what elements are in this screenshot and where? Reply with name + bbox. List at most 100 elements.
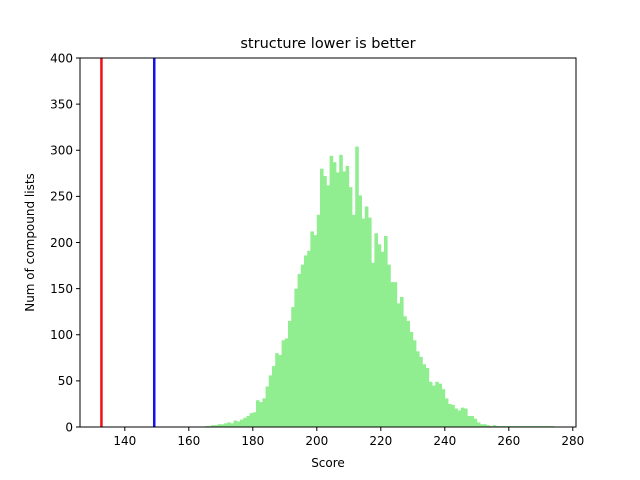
- y-axis: 0 50 100 150 200 250 300 350 400: [50, 51, 80, 434]
- x-tick-label: 240: [433, 434, 456, 448]
- histogram-bar: [406, 320, 410, 427]
- histogram-bar: [329, 155, 334, 428]
- x-tick-label: 160: [177, 434, 200, 448]
- histogram-bar: [454, 408, 458, 427]
- histogram-bar: [384, 236, 388, 427]
- histogram-bar: [476, 422, 481, 427]
- histogram-bar: [492, 425, 497, 427]
- histogram-bar: [451, 404, 455, 427]
- y-tick-label: 400: [50, 51, 73, 65]
- histogram-bar: [448, 403, 452, 427]
- histogram-bar: [249, 413, 254, 427]
- histogram-bar: [355, 146, 359, 427]
- x-tick-label: 260: [497, 434, 520, 448]
- histogram-bar: [323, 176, 327, 427]
- histogram-bar: [259, 402, 263, 427]
- histogram-bar: [342, 171, 346, 427]
- histogram-bar: [300, 264, 305, 427]
- histogram-bar: [304, 255, 308, 427]
- histogram-bar: [486, 425, 490, 427]
- histogram-bar: [332, 162, 337, 428]
- histogram-bar: [217, 424, 222, 427]
- histogram-bar: [409, 331, 414, 427]
- histogram-bar: [368, 217, 372, 427]
- histogram-bar: [441, 389, 446, 427]
- histogram-bar: [432, 385, 436, 427]
- histogram-bar: [240, 419, 244, 427]
- histogram-bar: [419, 356, 423, 427]
- histogram-bar: [246, 415, 250, 427]
- histogram-bar: [361, 218, 366, 427]
- histogram-bar: [460, 407, 465, 427]
- histogram-bar: [227, 422, 231, 427]
- x-axis-label: Score: [311, 456, 345, 470]
- y-tick-label: 100: [50, 328, 73, 342]
- histogram-bar: [483, 424, 487, 427]
- x-tick-label: 280: [561, 434, 584, 448]
- y-tick-label: 300: [50, 144, 73, 158]
- histogram-bar: [230, 423, 234, 427]
- histogram-bar: [275, 353, 279, 427]
- histogram-bar: [422, 364, 426, 427]
- histogram-bar: [214, 425, 218, 427]
- histogram-bar: [352, 214, 356, 427]
- histogram-bar: [412, 340, 417, 427]
- histogram-bar: [284, 338, 289, 427]
- histogram-bar: [320, 168, 324, 427]
- histogram-bar: [403, 316, 407, 427]
- histogram-bar: [393, 282, 398, 427]
- histogram-bar: [396, 303, 401, 427]
- histogram-bar: [457, 410, 462, 427]
- histogram-bar: [316, 214, 321, 427]
- histogram-bar: [265, 386, 270, 427]
- histogram-bar: [313, 235, 318, 427]
- histogram-bar: [428, 381, 433, 427]
- histogram-bar: [380, 251, 385, 427]
- histogram-bar: [236, 421, 241, 427]
- histogram-bars: [204, 146, 554, 428]
- chart-title: structure lower is better: [240, 36, 415, 52]
- histogram-bar: [307, 250, 311, 427]
- histogram-bar: [467, 415, 471, 427]
- histogram-bar: [358, 195, 362, 427]
- histogram-bar: [294, 288, 298, 428]
- histogram-bar: [435, 381, 439, 427]
- reference-lines: [100, 58, 156, 427]
- histogram-bar: [364, 206, 369, 427]
- x-tick-label: 140: [113, 434, 136, 448]
- y-tick-label: 150: [50, 282, 73, 296]
- histogram-bar: [220, 424, 225, 427]
- histogram-bar: [416, 351, 420, 427]
- histogram-bar: [345, 165, 350, 427]
- histogram-bar: [438, 383, 442, 427]
- histogram-bar: [473, 418, 478, 427]
- histogram-bar: [371, 262, 375, 427]
- histogram-bar: [252, 412, 257, 427]
- histogram-bar: [211, 425, 215, 427]
- histogram-bar: [233, 420, 238, 427]
- y-tick-label: 350: [50, 97, 73, 111]
- histogram-bar: [278, 355, 282, 427]
- histogram-bar: [291, 307, 295, 427]
- histogram-bar: [470, 415, 474, 427]
- histogram-bar: [425, 367, 430, 427]
- y-tick-label: 0: [65, 420, 73, 434]
- y-tick-label: 200: [50, 236, 73, 250]
- histogram-bar: [339, 154, 343, 428]
- x-axis: 140 160 180 200 220 240 260 280: [113, 427, 584, 448]
- y-tick-label: 50: [58, 374, 73, 388]
- x-tick-label: 180: [241, 434, 264, 448]
- histogram-bar: [400, 296, 404, 427]
- histogram-bar: [243, 417, 247, 427]
- histogram-bar: [374, 233, 378, 427]
- x-tick-label: 200: [305, 434, 328, 448]
- x-tick-label: 220: [369, 434, 392, 448]
- histogram-bar: [272, 366, 276, 427]
- histogram-bar: [348, 187, 353, 427]
- histogram-bar: [297, 273, 302, 427]
- histogram-bar: [256, 400, 260, 427]
- y-tick-label: 250: [50, 190, 73, 204]
- histogram-bar: [387, 264, 391, 427]
- histogram-bar: [326, 185, 330, 427]
